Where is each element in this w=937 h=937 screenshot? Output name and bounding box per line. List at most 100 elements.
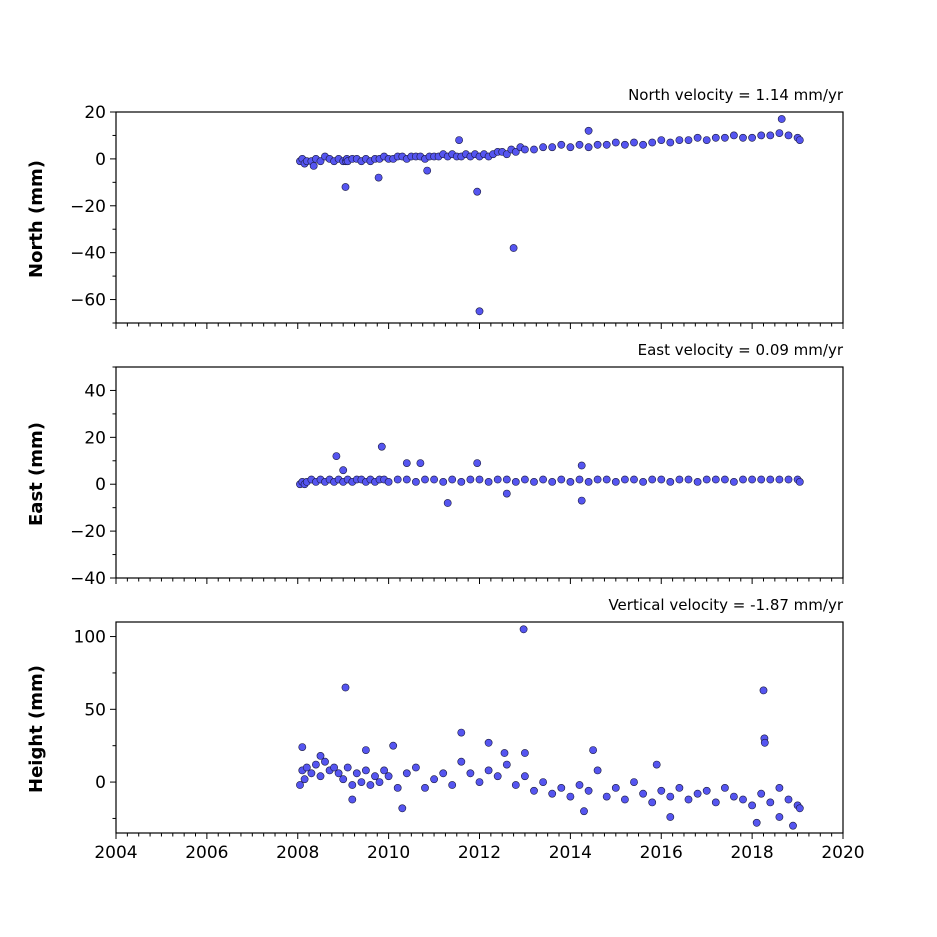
data-point bbox=[341, 183, 350, 191]
data-point bbox=[339, 775, 348, 784]
y-tick-label: 0 bbox=[95, 150, 106, 170]
data-point bbox=[439, 477, 448, 486]
data-point bbox=[652, 760, 661, 769]
data-point bbox=[371, 772, 379, 781]
data-point bbox=[398, 804, 407, 813]
y-tick-label: 50 bbox=[84, 700, 106, 720]
data-point bbox=[739, 133, 747, 142]
data-point bbox=[666, 138, 675, 147]
data-point bbox=[766, 131, 775, 140]
y-tick-label: −40 bbox=[70, 244, 106, 264]
data-point bbox=[530, 145, 538, 154]
data-point bbox=[611, 138, 620, 147]
data-point bbox=[759, 686, 768, 695]
height-panel: Vertical velocity = -1.87 mm/yr Height (… bbox=[26, 596, 865, 863]
data-point bbox=[321, 757, 329, 766]
data-point bbox=[502, 150, 511, 159]
data-point bbox=[580, 807, 588, 816]
data-point bbox=[711, 475, 720, 484]
y-tick-label: −20 bbox=[70, 197, 106, 217]
data-point bbox=[621, 475, 629, 484]
data-point bbox=[775, 784, 784, 792]
data-point bbox=[757, 789, 766, 798]
y-tick-label: 20 bbox=[84, 428, 106, 448]
data-point bbox=[307, 769, 316, 778]
data-point bbox=[430, 475, 438, 484]
data-point bbox=[702, 786, 711, 795]
data-point bbox=[666, 477, 675, 486]
data-point bbox=[502, 475, 511, 484]
data-point bbox=[557, 784, 566, 792]
data-point bbox=[611, 784, 620, 792]
data-point bbox=[475, 778, 484, 786]
data-point bbox=[721, 133, 729, 142]
data-point bbox=[302, 763, 311, 772]
data-point bbox=[575, 140, 584, 149]
x-tick-label: 2018 bbox=[730, 843, 773, 863]
data-point bbox=[657, 786, 666, 795]
data-point bbox=[393, 784, 402, 792]
data-point bbox=[423, 166, 432, 175]
data-point bbox=[402, 459, 411, 467]
data-point bbox=[760, 738, 769, 747]
data-point bbox=[366, 781, 375, 789]
data-point bbox=[361, 766, 370, 775]
height-plot-frame bbox=[115, 621, 844, 834]
data-point bbox=[739, 475, 747, 484]
data-point bbox=[448, 781, 457, 789]
height-points bbox=[296, 625, 804, 830]
data-point bbox=[439, 769, 448, 778]
data-point bbox=[316, 157, 325, 166]
data-point bbox=[702, 475, 711, 484]
data-point bbox=[593, 475, 602, 484]
data-point bbox=[739, 795, 747, 804]
east-panel: East velocity = 0.09 mm/yr East (mm) 40 2… bbox=[26, 341, 844, 589]
data-point bbox=[693, 789, 702, 798]
data-point bbox=[457, 728, 466, 737]
data-point bbox=[455, 136, 463, 144]
data-point bbox=[748, 475, 756, 484]
data-point bbox=[300, 775, 309, 784]
data-point bbox=[348, 795, 357, 804]
y-tick-label: 20 bbox=[84, 103, 106, 123]
data-point bbox=[602, 792, 611, 801]
data-point bbox=[721, 475, 729, 484]
data-point bbox=[584, 143, 593, 152]
data-point bbox=[519, 625, 528, 634]
data-point bbox=[548, 143, 557, 152]
east-points bbox=[296, 442, 804, 507]
data-point bbox=[484, 477, 493, 486]
data-point bbox=[348, 781, 357, 789]
data-point bbox=[316, 772, 325, 781]
data-point bbox=[521, 749, 529, 757]
height-axis-label: Height (mm) bbox=[26, 665, 47, 793]
data-point bbox=[577, 496, 586, 505]
data-point bbox=[530, 477, 538, 486]
data-point bbox=[584, 786, 593, 795]
east-velocity-title: East velocity = 0.09 mm/yr bbox=[638, 341, 844, 359]
data-point bbox=[475, 475, 484, 484]
y-tick-label: −40 bbox=[70, 569, 106, 589]
data-point bbox=[374, 173, 383, 182]
x-tick-label: 2010 bbox=[367, 843, 410, 863]
data-point bbox=[639, 477, 647, 486]
data-point bbox=[539, 143, 547, 152]
data-point bbox=[416, 459, 425, 467]
data-point bbox=[311, 760, 320, 769]
data-point bbox=[339, 466, 348, 475]
data-point bbox=[577, 461, 586, 470]
data-point bbox=[530, 786, 538, 795]
data-point bbox=[443, 499, 452, 507]
data-point bbox=[509, 244, 518, 252]
data-point bbox=[611, 477, 620, 486]
data-point bbox=[521, 145, 529, 154]
data-point bbox=[411, 477, 420, 486]
north-ticks: 20 0 −20 −40 −60 bbox=[70, 103, 844, 329]
north-panel: North velocity = 1.14 mm/yr North (mm) 2… bbox=[26, 86, 844, 329]
data-point bbox=[721, 784, 729, 792]
data-point bbox=[296, 781, 304, 789]
data-point bbox=[473, 187, 482, 196]
data-point bbox=[375, 778, 384, 786]
data-point bbox=[657, 475, 666, 484]
data-point bbox=[511, 781, 520, 789]
